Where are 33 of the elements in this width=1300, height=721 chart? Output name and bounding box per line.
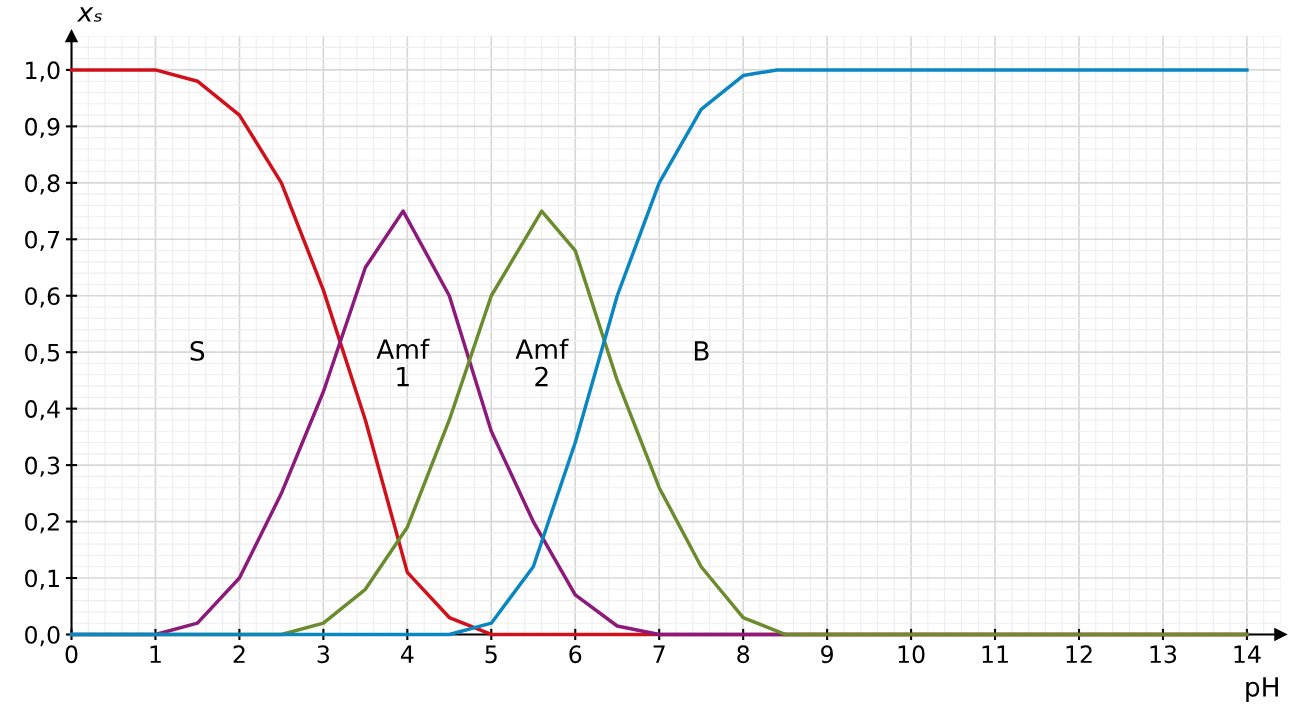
annotation: Amf 2 [515,338,569,387]
y-tick-label: 1,0 [26,61,60,82]
y-tick-label: 0,4 [25,400,60,421]
annotation: B [694,341,709,361]
y-tick-label: 0,9 [25,117,60,139]
x-tick-label: 3 [317,645,329,664]
x-tick-label: 12 [1066,645,1092,663]
y-tick-label: 0,2 [25,513,59,534]
x-tick-label: 13 [1150,645,1177,664]
line-series [69,68,1249,637]
x-tick-label: 9 [821,645,833,664]
y-tick-label: 0,6 [25,287,60,308]
y-tick-label: 0,5 [25,343,60,364]
y-tick-label: 0,8 [25,174,60,195]
x-tick-label: 11 [982,645,1008,663]
x-tick-label: 14 [1234,645,1261,663]
x-tick-label: 10 [898,645,925,664]
y-tick-label: 0,1 [25,569,59,590]
x-tick-label: 6 [569,645,582,664]
x-tick-label: 5 [485,645,497,664]
x-axis-title: pH [1246,677,1278,702]
annotation: S [190,340,205,361]
x-tick-label: 7 [653,645,665,663]
x-tick-label: 4 [400,645,414,663]
x-tick-label: 8 [737,645,750,664]
y-tick-label: 0,0 [25,625,60,647]
annotation: Amf 1 [376,338,430,387]
x-tick-label: 2 [233,645,245,663]
x-tick-label: 0 [65,645,78,664]
x-tick-label: 1 [150,645,161,663]
y-tick-label: 0,3 [25,456,60,477]
y-tick-label: 0,7 [25,230,60,252]
y-axis-title: xₛ [76,7,102,22]
